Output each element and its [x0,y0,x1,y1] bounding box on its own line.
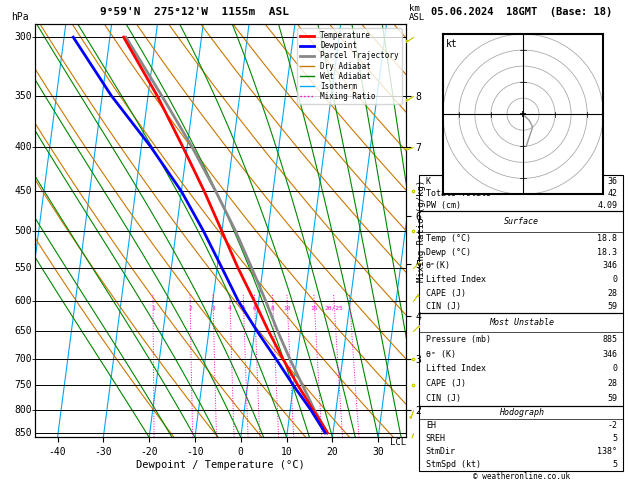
Text: 300: 300 [14,32,32,42]
Text: 8: 8 [271,306,275,311]
Text: Pressure (mb): Pressure (mb) [426,335,491,344]
Bar [420,211,623,313]
Text: 2: 2 [188,306,192,311]
Text: 28: 28 [607,379,617,388]
Text: 500: 500 [14,226,32,236]
Text: 28: 28 [607,289,617,297]
Bar [420,406,623,471]
Text: StmDir: StmDir [426,447,456,456]
Text: 18.3: 18.3 [597,248,617,257]
Text: 15: 15 [311,306,318,311]
Text: 0: 0 [612,275,617,284]
Text: Surface: Surface [504,217,539,226]
Text: LCL: LCL [389,438,406,447]
Text: Temp (°C): Temp (°C) [426,234,470,243]
Text: Mixing Ratio (g/kg): Mixing Ratio (g/kg) [417,180,426,282]
Text: 346: 346 [602,349,617,359]
Text: Most Unstable: Most Unstable [489,318,554,327]
Text: StmSpd (kt): StmSpd (kt) [426,460,481,469]
Text: 5: 5 [242,306,245,311]
Text: 59: 59 [607,302,617,311]
Bar [420,313,623,406]
Text: 800: 800 [14,405,32,415]
Text: 36: 36 [607,176,617,186]
Text: 138°: 138° [597,447,617,456]
Text: Lifted Index: Lifted Index [426,364,486,373]
Text: 4: 4 [228,306,232,311]
Legend: Temperature, Dewpoint, Parcel Trajectory, Dry Adiabat, Wet Adiabat, Isotherm, Mi: Temperature, Dewpoint, Parcel Trajectory… [298,28,402,104]
Text: 05.06.2024  18GMT  (Base: 18): 05.06.2024 18GMT (Base: 18) [431,7,612,17]
Text: CIN (J): CIN (J) [426,302,461,311]
Text: 0: 0 [612,364,617,373]
Text: θᵉ(K): θᵉ(K) [426,261,451,270]
Text: 750: 750 [14,381,32,390]
Text: Hodograph: Hodograph [499,408,544,417]
Text: 59: 59 [607,394,617,403]
Text: Totals Totals: Totals Totals [426,189,491,198]
Text: K: K [426,176,431,186]
Text: θᵉ (K): θᵉ (K) [426,349,456,359]
Text: 20/25: 20/25 [325,306,343,311]
Text: CIN (J): CIN (J) [426,394,461,403]
X-axis label: Dewpoint / Temperature (°C): Dewpoint / Temperature (°C) [136,460,304,470]
Text: PW (cm): PW (cm) [426,201,461,210]
Text: km
ASL: km ASL [409,4,425,22]
Text: © weatheronline.co.uk: © weatheronline.co.uk [473,472,570,481]
Text: 42: 42 [607,189,617,198]
Text: 5: 5 [612,434,617,443]
Text: 3: 3 [211,306,215,311]
Text: 350: 350 [14,91,32,101]
Text: hPa: hPa [11,12,28,22]
Text: 650: 650 [14,326,32,336]
Text: SREH: SREH [426,434,446,443]
Text: 400: 400 [14,141,32,152]
Text: kt: kt [446,39,458,49]
Text: 5: 5 [612,460,617,469]
Text: -2: -2 [607,421,617,430]
Text: EH: EH [426,421,436,430]
Text: 6: 6 [253,306,257,311]
Text: Lifted Index: Lifted Index [426,275,486,284]
Text: 10: 10 [284,306,291,311]
Text: CAPE (J): CAPE (J) [426,289,465,297]
Text: 1: 1 [151,306,155,311]
Text: CAPE (J): CAPE (J) [426,379,465,388]
Text: 600: 600 [14,295,32,306]
Text: 18.8: 18.8 [597,234,617,243]
Text: 700: 700 [14,354,32,364]
Text: 885: 885 [602,335,617,344]
Text: Dewp (°C): Dewp (°C) [426,248,470,257]
Text: 550: 550 [14,262,32,273]
Bar [420,175,623,211]
Text: 450: 450 [14,186,32,196]
Text: 850: 850 [14,428,32,438]
Text: 4.09: 4.09 [597,201,617,210]
Text: 9°59'N  275°12'W  1155m  ASL: 9°59'N 275°12'W 1155m ASL [101,7,289,17]
Text: 346: 346 [602,261,617,270]
